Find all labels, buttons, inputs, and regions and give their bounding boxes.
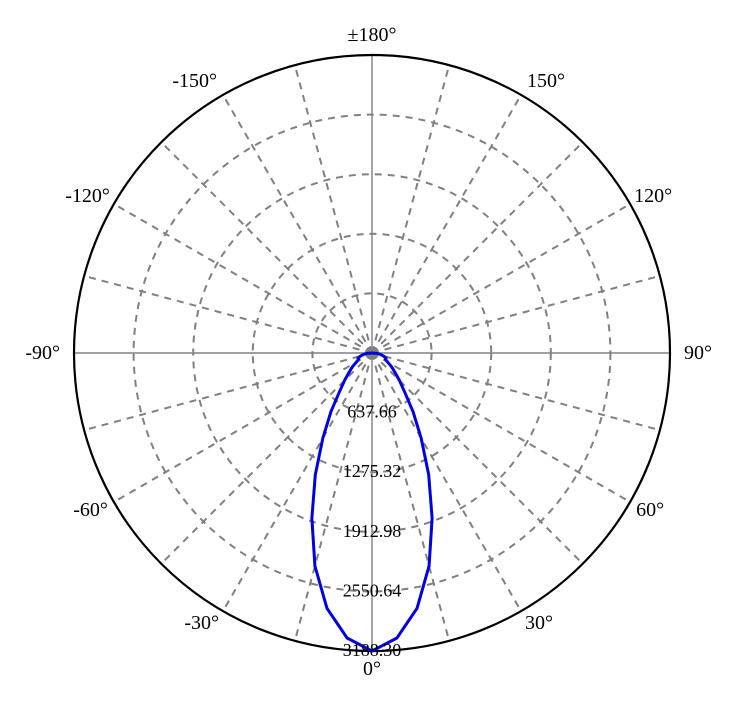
- angle-label: -120°: [65, 185, 110, 207]
- grid-spoke: [372, 204, 630, 353]
- grid-spoke: [114, 204, 372, 353]
- grid-spoke: [372, 353, 521, 611]
- radial-tick-label: 1912.98: [343, 521, 402, 541]
- grid-spoke: [372, 65, 449, 353]
- angle-label: 30°: [525, 612, 553, 634]
- grid-spoke: [295, 65, 372, 353]
- angle-label: -30°: [184, 612, 219, 634]
- grid-spoke: [161, 353, 372, 564]
- radial-tick-label: 3188.30: [343, 640, 402, 660]
- grid-spoke: [161, 142, 372, 353]
- grid-spoke: [84, 276, 372, 353]
- angle-label: 0°: [363, 658, 381, 680]
- angle-label: 60°: [636, 499, 664, 521]
- grid-spoke: [372, 276, 660, 353]
- grid-spoke: [372, 353, 630, 502]
- grid-spoke: [114, 353, 372, 502]
- grid-spoke: [372, 142, 583, 353]
- grid-spoke: [223, 353, 372, 611]
- angle-label: 90°: [684, 342, 712, 364]
- grid-spoke: [372, 95, 521, 353]
- radial-tick-label: 637.66: [347, 402, 397, 422]
- angle-label: -150°: [172, 70, 217, 92]
- radial-tick-label: 1275.32: [343, 461, 402, 481]
- polar-chart: 637.66 1275.32 1912.98 2550.64 3188.30 ±180°…: [0, 0, 744, 706]
- angle-label: -90°: [25, 342, 60, 364]
- angle-label: 150°: [527, 70, 565, 92]
- grid-spoke: [372, 353, 583, 564]
- angle-label: ±180°: [348, 24, 397, 46]
- angle-label: -60°: [73, 499, 108, 521]
- angle-label: 120°: [634, 185, 672, 207]
- grid-spoke: [223, 95, 372, 353]
- radial-tick-label: 2550.64: [343, 580, 402, 600]
